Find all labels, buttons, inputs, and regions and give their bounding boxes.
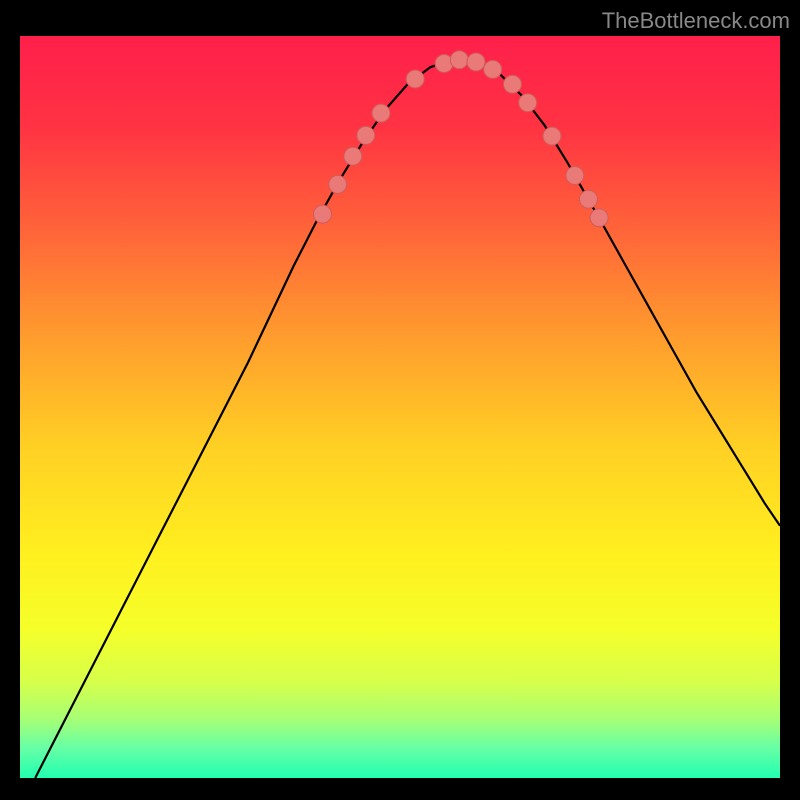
data-marker xyxy=(484,60,502,78)
data-marker xyxy=(519,94,537,112)
bottleneck-chart xyxy=(0,0,800,800)
gradient-background xyxy=(20,36,780,778)
data-marker xyxy=(406,70,424,88)
data-marker xyxy=(590,209,608,227)
watermark-text: TheBottleneck.com xyxy=(602,8,790,34)
data-marker xyxy=(566,167,584,185)
data-marker xyxy=(372,104,390,122)
data-marker xyxy=(543,127,561,145)
data-marker xyxy=(450,51,468,69)
data-marker xyxy=(467,53,485,71)
data-marker xyxy=(313,205,331,223)
data-marker xyxy=(357,126,375,144)
data-marker xyxy=(329,175,347,193)
data-marker xyxy=(344,147,362,165)
data-marker xyxy=(503,75,521,93)
data-marker xyxy=(579,190,597,208)
